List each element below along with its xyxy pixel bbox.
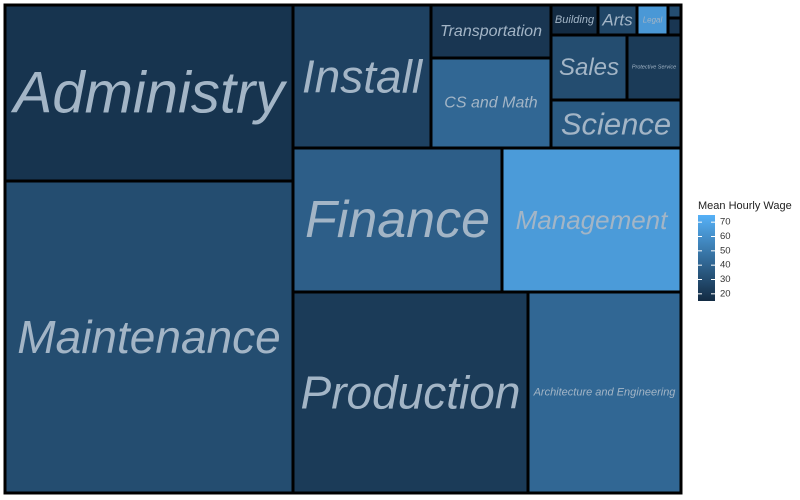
legend-tick-label: 60 bbox=[720, 231, 731, 242]
legend: Mean Hourly Wage 70 60 50 40 30 20 bbox=[698, 200, 792, 301]
tile-rect bbox=[291, 146, 504, 294]
tile-science: Science bbox=[549, 98, 683, 150]
tile-administry: Administry bbox=[3, 3, 295, 183]
tile-rect bbox=[666, 16, 683, 37]
legend-tick-label: 40 bbox=[720, 260, 731, 271]
tile-rect bbox=[526, 290, 683, 495]
tile-rect bbox=[3, 179, 295, 495]
tile-unlabeled-16 bbox=[666, 16, 683, 37]
legend-colorbar bbox=[698, 215, 715, 301]
tile-label: Install bbox=[302, 51, 424, 103]
tile-label: Architecture and Engineering bbox=[533, 387, 677, 399]
tile-rect bbox=[625, 33, 683, 102]
tile-maintenance: Maintenance bbox=[3, 179, 295, 495]
tile-arts: Arts bbox=[596, 3, 639, 37]
tile-transportation: Transportation bbox=[429, 3, 553, 60]
tile-rect bbox=[429, 56, 553, 150]
tile-label: Management bbox=[516, 205, 670, 235]
tile-label: Science bbox=[561, 107, 671, 142]
legend-tick-label: 50 bbox=[720, 245, 731, 256]
tile-rect bbox=[549, 98, 683, 150]
legend-tick-label: 20 bbox=[720, 288, 731, 299]
tile-rect bbox=[3, 3, 295, 183]
tile-label: Arts bbox=[601, 11, 633, 30]
tile-architecture-and-engineering: Architecture and Engineering bbox=[526, 290, 683, 495]
tile-management: Management bbox=[500, 146, 683, 294]
tile-finance: Finance bbox=[291, 146, 504, 294]
tile-label: Building bbox=[555, 14, 595, 26]
tile-label: Protective Service bbox=[632, 65, 676, 71]
tile-label: CS and Math bbox=[444, 95, 537, 112]
tile-label: Production bbox=[301, 367, 521, 419]
legend-tick-label: 70 bbox=[720, 217, 731, 228]
treemap-tiles: Administry Maintenance Install Transportati… bbox=[3, 3, 683, 495]
tile-protective-service: Protective Service bbox=[625, 33, 683, 102]
tile-sales: Sales bbox=[549, 33, 629, 102]
tile-rect bbox=[291, 290, 530, 495]
tile-label: Legal bbox=[643, 16, 663, 25]
tile-label: Administry bbox=[11, 61, 288, 126]
tile-label: Maintenance bbox=[17, 311, 280, 363]
tile-rect bbox=[291, 3, 433, 150]
tile-building: Building bbox=[549, 3, 600, 37]
tile-rect bbox=[666, 3, 683, 20]
legend-tick-label: 30 bbox=[720, 274, 731, 285]
tile-label: Finance bbox=[305, 191, 490, 249]
tile-install: Install bbox=[291, 3, 433, 150]
tile-production: Production bbox=[291, 290, 530, 495]
tile-unlabeled-15 bbox=[666, 3, 683, 20]
tile-legal: Legal bbox=[635, 3, 670, 37]
tile-cs-and-math: CS and Math bbox=[429, 56, 553, 150]
legend-ticks: 70 60 50 40 30 20 bbox=[698, 217, 731, 299]
tile-label: Sales bbox=[559, 54, 619, 81]
legend-title: Mean Hourly Wage bbox=[698, 200, 792, 212]
tile-label: Transportation bbox=[440, 23, 542, 40]
